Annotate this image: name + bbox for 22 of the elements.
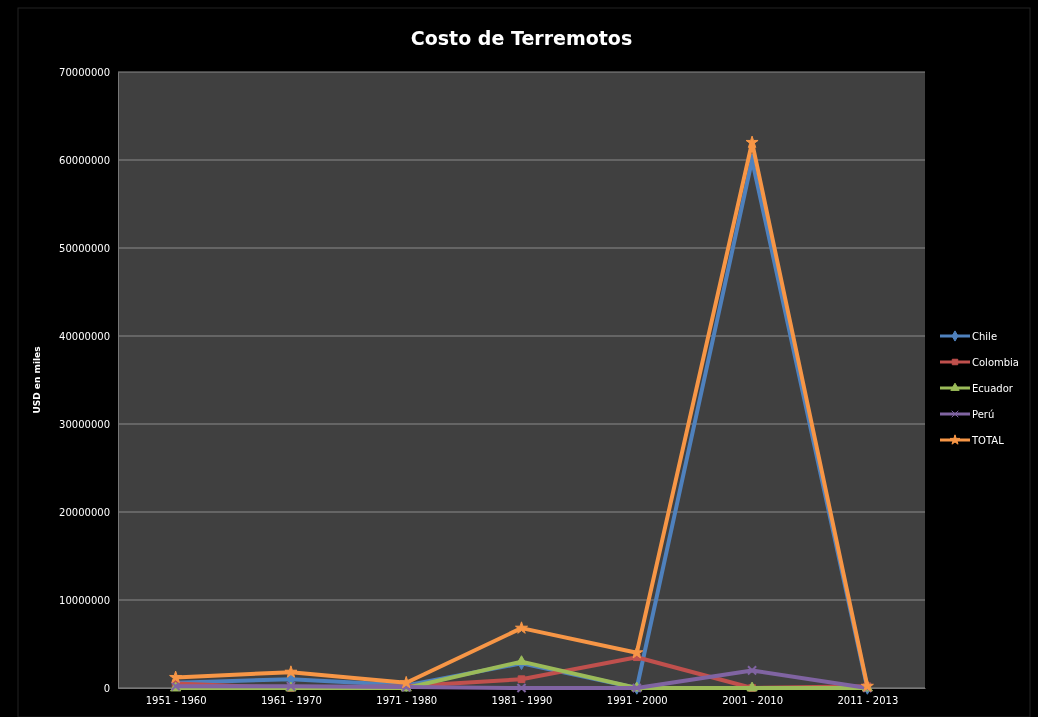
y-tick-label: 50000000 [59,242,110,254]
x-tick-label: 1971 - 1980 [376,695,438,707]
legend-label: Colombia [972,356,1019,368]
legend-label: Ecuador [972,382,1014,394]
y-tick-label: 20000000 [59,506,110,518]
legend-label: TOTAL [971,434,1005,446]
x-tick-label: 2011 - 2013 [837,695,899,707]
y-axis-title: USD en miles [32,346,42,414]
chart-title: Costo de Terremotos [410,27,633,49]
x-tick-label: 1991 - 2000 [606,695,668,707]
x-tick-label: 1951 - 1960 [145,695,207,707]
y-tick-label: 70000000 [59,66,110,78]
y-tick-label: 60000000 [59,154,110,166]
y-tick-label: 40000000 [59,330,110,342]
y-tick-label: 30000000 [59,418,110,430]
legend-label: Perú [972,408,995,420]
x-tick-label: 1961 - 1970 [260,695,322,707]
x-tick-label: 1981 - 1990 [491,695,553,707]
x-tick-label: 2001 - 2010 [722,695,784,707]
y-tick-label: 10000000 [59,594,110,606]
legend-label: Chile [972,330,998,342]
y-tick-label: 0 [103,682,110,694]
